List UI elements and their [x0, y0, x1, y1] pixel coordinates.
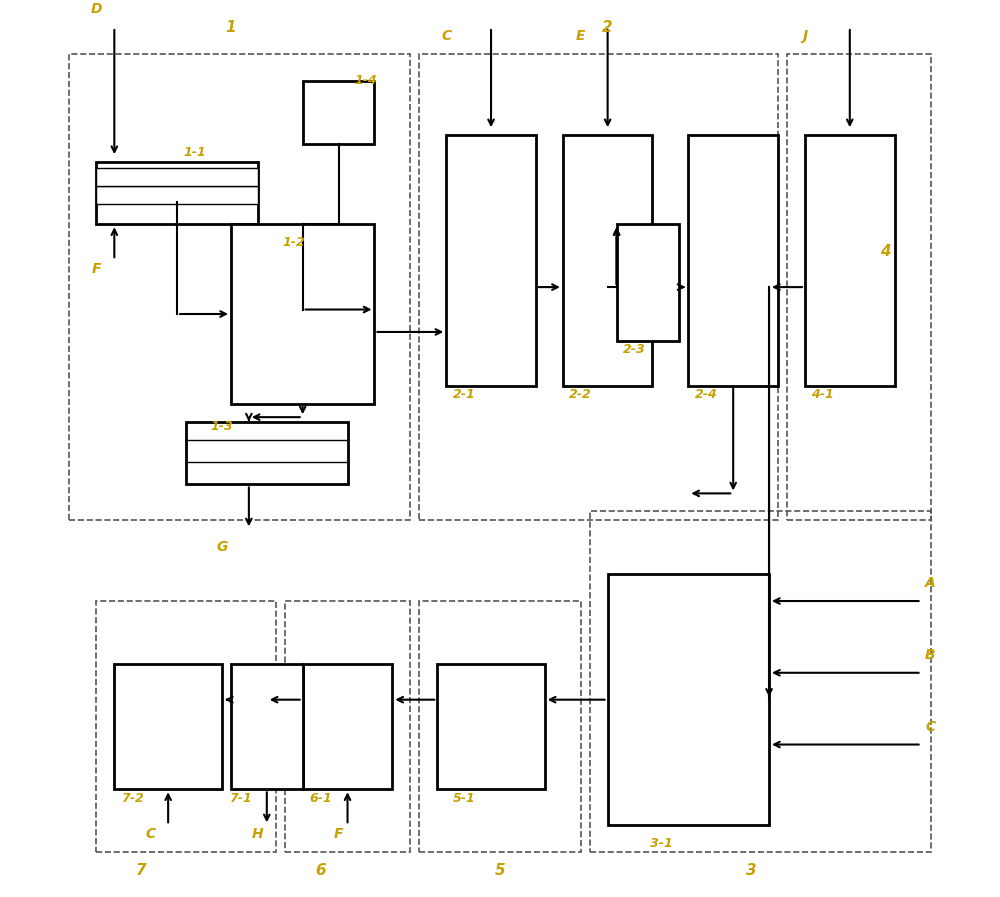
Text: 4: 4: [880, 244, 891, 258]
Bar: [114, 664, 222, 789]
Bar: [590, 511, 931, 852]
Bar: [446, 135, 536, 386]
Text: A: A: [925, 576, 936, 590]
Text: 1-3: 1-3: [211, 420, 233, 432]
Text: H: H: [252, 827, 264, 841]
Text: 5-1: 5-1: [453, 792, 475, 805]
Text: G: G: [216, 540, 228, 554]
Bar: [231, 224, 374, 404]
Bar: [285, 601, 410, 852]
Text: 3: 3: [746, 863, 756, 877]
Text: C: C: [441, 29, 451, 43]
Text: 1-1: 1-1: [184, 146, 206, 159]
Bar: [96, 168, 258, 186]
Text: 1: 1: [226, 20, 236, 34]
Bar: [419, 601, 581, 852]
Bar: [186, 422, 348, 484]
Text: F: F: [334, 827, 343, 841]
Bar: [805, 135, 895, 386]
Text: C: C: [145, 827, 155, 841]
Text: 2: 2: [602, 20, 613, 34]
Bar: [96, 186, 258, 204]
Text: 7-2: 7-2: [121, 792, 144, 805]
Text: 3-1: 3-1: [650, 837, 673, 849]
Text: 7: 7: [136, 863, 147, 877]
Text: 4-1: 4-1: [812, 388, 834, 401]
Bar: [787, 54, 931, 520]
Bar: [96, 161, 258, 224]
Text: 6: 6: [315, 863, 326, 877]
Bar: [563, 135, 652, 386]
Text: 7-1: 7-1: [229, 792, 251, 805]
Bar: [688, 135, 778, 386]
Text: 2-2: 2-2: [569, 388, 592, 401]
Bar: [96, 601, 276, 852]
Text: 1-2: 1-2: [282, 236, 305, 248]
Bar: [231, 664, 303, 789]
Text: 2-1: 2-1: [453, 388, 475, 401]
Text: J: J: [802, 29, 808, 43]
Text: B: B: [925, 648, 936, 662]
Bar: [437, 664, 545, 789]
Text: E: E: [576, 29, 585, 43]
Text: 1-4: 1-4: [354, 74, 377, 87]
Text: 5: 5: [495, 863, 505, 877]
Bar: [419, 54, 778, 520]
Text: D: D: [91, 2, 102, 16]
Bar: [617, 224, 679, 341]
Text: 2-4: 2-4: [695, 388, 718, 401]
Bar: [69, 54, 410, 520]
Text: 2-3: 2-3: [623, 344, 646, 356]
Bar: [303, 81, 374, 144]
Text: F: F: [92, 262, 101, 276]
Text: C: C: [925, 719, 936, 734]
Bar: [608, 574, 769, 825]
Text: 6-1: 6-1: [309, 792, 332, 805]
Bar: [303, 664, 392, 789]
